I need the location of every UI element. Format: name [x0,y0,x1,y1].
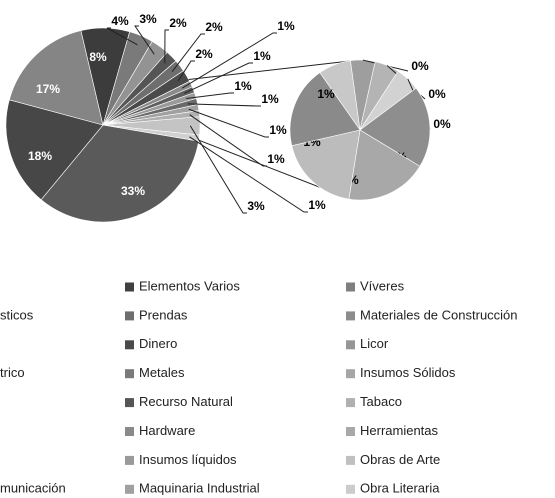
legend-swatch [346,484,355,494]
legend-swatch [346,427,355,436]
data-label: 4% [111,14,129,28]
pie-slice [5,99,104,201]
data-label: 17% [36,82,60,96]
data-label: 2% [205,20,223,34]
data-label: 3% [247,199,265,213]
data-label: 1% [308,198,326,212]
legend-label: Licor [360,336,389,351]
legend-swatch [125,484,134,494]
leader-line [189,114,267,167]
legend-label: Herramientas [360,423,439,438]
data-label: 1% [267,152,285,166]
legend-swatch [346,369,355,379]
pie-slice [102,124,200,142]
legend-label: Elementos Varios [139,278,240,293]
legend-label: municación [0,481,66,496]
legend-swatch [346,311,355,321]
legend-label: Dinero [139,336,177,351]
data-label: 0% [411,59,429,73]
secondary-slice [289,72,361,147]
data-label: 1% [234,79,252,93]
data-label: 0% [428,87,446,101]
legend-swatch [346,398,355,408]
leader-line [106,27,138,46]
secondary-slice [359,87,431,167]
data-label: 8% [89,50,107,64]
legend-label: Hardware [139,423,195,438]
legend-swatch [125,427,134,436]
pie-slice [40,124,199,223]
data-label: 0% [433,117,451,131]
legend-swatch [125,398,134,408]
legend-swatch [125,455,134,465]
leader-line [188,108,269,138]
data-label: 3% [139,12,157,26]
legend-swatch [125,340,134,350]
leader-line [189,125,247,214]
connector [188,60,351,80]
data-label: 1% [253,49,271,63]
leader-line [181,32,277,89]
data-label: 2% [195,47,213,61]
legend-swatch [346,455,355,465]
leader-line [184,62,253,94]
legend-label: Recurso Natural [139,394,233,409]
legend-label: Obra Literaria [360,481,440,496]
legend-label: sticos [0,307,34,322]
legend-label: Insumos líquidos [139,452,237,467]
data-label: 1% [261,92,279,106]
legend-label: Maquinaria Industrial [139,481,260,496]
data-label: 1% [317,87,335,101]
legend-label: Víveres [360,278,405,293]
leader-line [187,103,261,107]
data-label: 18% [28,149,52,163]
leader-line [164,29,169,64]
legend-swatch [125,282,134,292]
legend-label: Metales [139,365,185,380]
data-label: 2% [169,16,187,30]
leader-line [134,25,155,55]
legend-label: Insumos Sólidos [360,365,456,380]
data-label: 33% [121,184,145,198]
legend-swatch [346,340,355,350]
leader-line [186,92,234,99]
data-label: 1% [269,123,287,137]
legend-label: Prendas [139,307,188,322]
secondary-slice [291,129,361,200]
pie-slice [8,30,104,126]
leader-line [189,136,308,213]
legend-swatch [346,282,355,292]
leader-line [177,60,195,82]
secondary-slice [348,129,421,201]
legend-swatch [125,369,134,379]
legend-swatch [125,311,134,321]
legend-label: Tabaco [360,394,402,409]
legend-label: Obras de Arte [360,452,440,467]
leader-line [171,33,205,72]
legend-label: Materiales de Construcción [360,307,518,322]
legend-label: trico [0,365,25,380]
data-label: 1% [277,19,295,33]
